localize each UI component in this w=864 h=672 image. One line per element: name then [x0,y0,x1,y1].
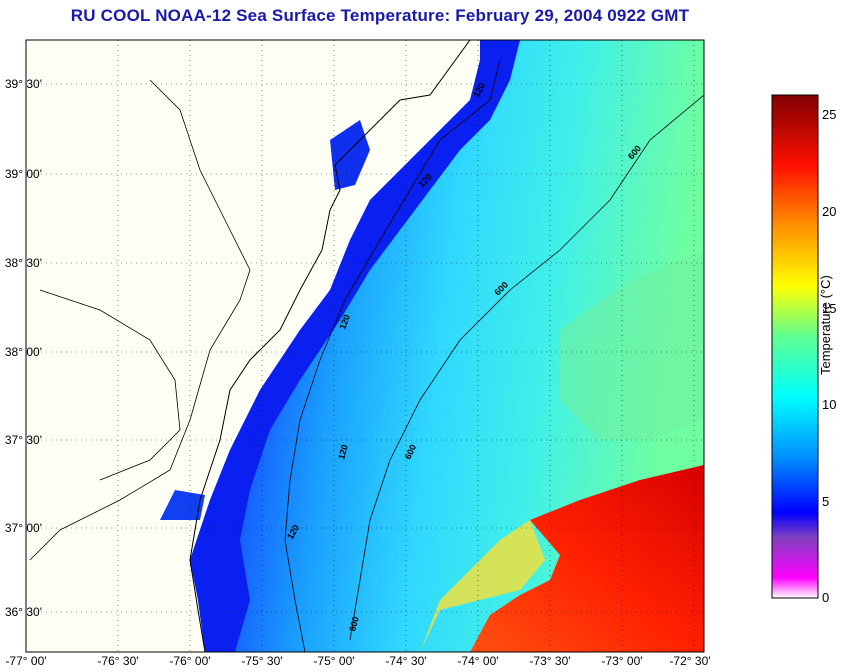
inner-coastline-2 [39,289,181,481]
isobath-600 [349,94,704,641]
graticule [26,40,704,652]
chesapeake-bay [185,280,240,505]
colorbar-tick: 25 [822,107,837,122]
coastline [189,40,471,652]
lon-label: -75° 30' [241,654,283,668]
offshore-green [560,250,704,440]
contour-label: 600 [347,615,361,632]
lat-label: 38° 30' [4,256,42,270]
lon-label: -74° 00' [457,654,499,668]
lon-label: -76° 00' [169,654,211,668]
lat-label: 36° 30' [4,605,42,619]
lon-label: -72° 30' [669,654,711,668]
colorbar-label: Temperature (°C) [818,275,833,375]
gulf-stream-edge [420,520,545,652]
lon-label: -75° 00' [313,654,355,668]
lat-label: 39° 00' [4,167,42,181]
colorbar-tick: 15 [822,301,837,316]
isobath-120 [284,59,501,652]
nearshore-cold [190,40,520,652]
lon-label: -73° 30' [529,654,571,668]
lon-label: -77° 00' [5,654,47,668]
map-title: RU COOL NOAA-12 Sea Surface Temperature:… [70,6,690,25]
lon-label: -74° 30' [385,654,427,668]
colorbar-tick: 20 [822,204,837,219]
colorbar [771,94,819,599]
lon-label: -76° 30' [97,654,139,668]
lat-label: 37° 00' [4,521,42,535]
ocean-sst [190,40,704,652]
contour-label: 120 [336,443,350,460]
lon-label: -73° 00' [601,654,643,668]
colorbar-tick: 0 [822,590,830,605]
lat-label: 37° 30' [4,433,42,447]
delaware-bay [330,120,370,190]
colorbar-tick: 10 [822,397,837,412]
chesapeake-water [160,490,205,520]
gulf-stream [470,465,704,652]
lat-label: 39° 30' [4,77,42,91]
contour-label: 120 [337,313,352,331]
inner-coastline [29,79,251,561]
colorbar-tick: 5 [822,494,830,509]
lat-label: 38° 00' [4,345,42,359]
